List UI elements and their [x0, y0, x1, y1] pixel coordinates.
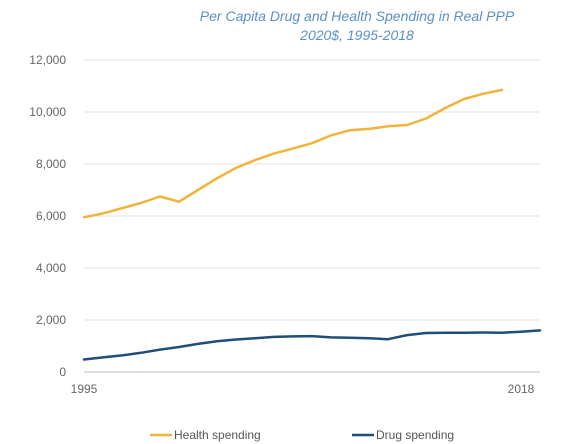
y-tick-label: 2,000	[36, 313, 66, 327]
y-tick-label: 8,000	[36, 157, 66, 171]
y-tick-label: 0	[59, 365, 66, 379]
y-tick-label: 12,000	[29, 53, 66, 67]
series-lines	[82, 88, 542, 361]
legend-label: Drug spending	[376, 428, 454, 442]
x-axis-tick-labels: 1995 2018	[71, 382, 535, 396]
legend: Health spending Drug spending	[150, 428, 454, 442]
x-tick-label: 2018	[508, 382, 535, 396]
x-tick-label: 1995	[71, 382, 98, 396]
y-axis-tick-labels: 0 2,000 4,000 6,000 8,000 10,000 12,000	[29, 53, 66, 379]
chart-title: Per Capita Drug and Health Spending in R…	[200, 8, 515, 24]
legend-label: Health spending	[174, 428, 261, 442]
chart-subtitle: 2020$, 1995-2018	[299, 27, 414, 43]
health-spending-line	[82, 88, 504, 219]
y-tick-label: 10,000	[29, 105, 66, 119]
gridlines	[84, 59, 540, 373]
y-tick-label: 4,000	[36, 261, 66, 275]
drug-spending-line	[82, 329, 542, 361]
y-tick-label: 6,000	[36, 209, 66, 223]
